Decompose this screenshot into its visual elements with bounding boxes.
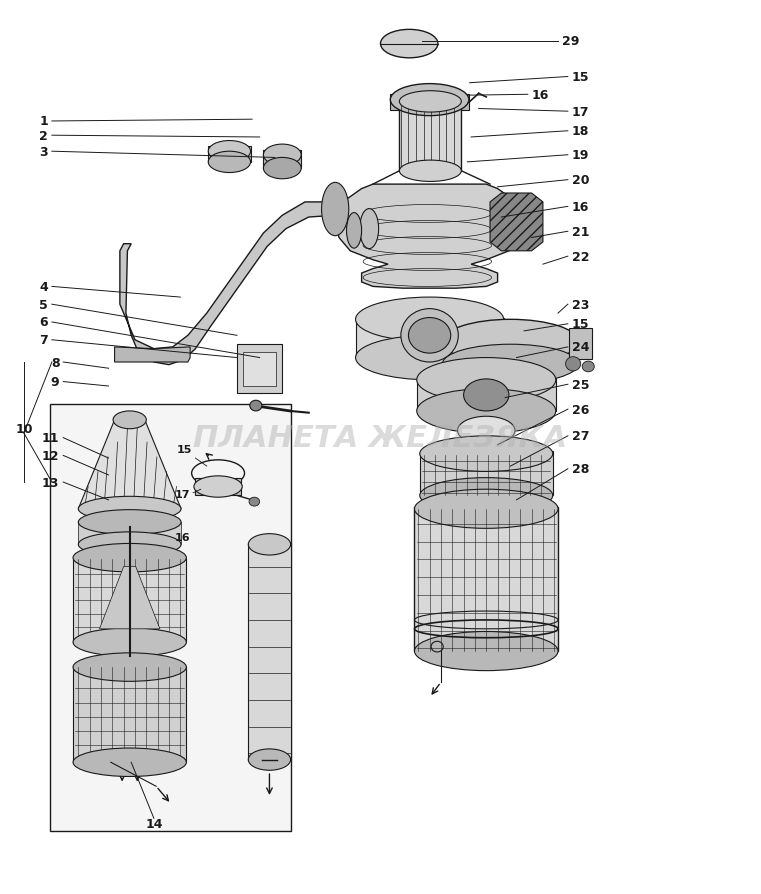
Ellipse shape: [355, 336, 504, 380]
Ellipse shape: [420, 478, 552, 514]
Text: 2: 2: [40, 130, 48, 142]
Text: 27: 27: [572, 430, 589, 443]
Text: 7: 7: [40, 333, 48, 347]
Text: 19: 19: [572, 149, 589, 162]
Bar: [390, 95, 469, 111]
Ellipse shape: [457, 417, 515, 445]
Bar: [73, 666, 186, 763]
Ellipse shape: [442, 345, 578, 384]
Ellipse shape: [463, 379, 509, 411]
Ellipse shape: [380, 30, 438, 59]
Ellipse shape: [250, 401, 262, 411]
Text: 11: 11: [42, 432, 59, 444]
Text: 5: 5: [40, 299, 48, 311]
Bar: [248, 544, 291, 760]
Ellipse shape: [400, 91, 461, 113]
Bar: [569, 329, 592, 360]
Bar: [415, 508, 558, 652]
Ellipse shape: [360, 209, 379, 249]
Bar: [420, 451, 552, 496]
Text: 4: 4: [40, 281, 48, 293]
PathPatch shape: [335, 185, 524, 289]
Ellipse shape: [322, 183, 349, 236]
Text: 12: 12: [42, 450, 59, 462]
Bar: [49, 404, 291, 831]
Ellipse shape: [249, 498, 260, 507]
Ellipse shape: [442, 320, 578, 365]
Ellipse shape: [390, 85, 469, 116]
Text: 6: 6: [40, 316, 48, 329]
Ellipse shape: [248, 749, 291, 771]
Ellipse shape: [73, 748, 186, 777]
Ellipse shape: [78, 510, 181, 535]
Text: 26: 26: [572, 403, 589, 417]
Bar: [237, 345, 282, 393]
PathPatch shape: [490, 194, 543, 251]
Bar: [243, 353, 276, 386]
Ellipse shape: [73, 654, 186, 681]
Ellipse shape: [582, 362, 594, 373]
Text: 13: 13: [42, 476, 59, 489]
Ellipse shape: [78, 497, 181, 521]
Bar: [78, 522, 181, 544]
Text: 3: 3: [40, 146, 48, 158]
Text: 1: 1: [40, 115, 48, 129]
Text: 16: 16: [572, 200, 589, 214]
Text: 16: 16: [532, 89, 549, 102]
Bar: [400, 102, 461, 172]
Ellipse shape: [420, 436, 552, 472]
Ellipse shape: [113, 411, 146, 429]
Bar: [263, 151, 301, 169]
Bar: [196, 478, 240, 496]
Text: 22: 22: [572, 250, 589, 264]
Ellipse shape: [263, 145, 301, 166]
Text: 20: 20: [572, 174, 589, 187]
Text: 15: 15: [572, 318, 589, 331]
Text: 14: 14: [145, 817, 163, 831]
PathPatch shape: [100, 567, 160, 629]
Ellipse shape: [355, 298, 504, 342]
Ellipse shape: [346, 214, 361, 249]
Text: 18: 18: [572, 125, 589, 138]
Text: 28: 28: [572, 463, 589, 476]
Ellipse shape: [401, 309, 458, 363]
PathPatch shape: [120, 203, 335, 366]
Ellipse shape: [409, 318, 451, 354]
Ellipse shape: [400, 161, 461, 182]
Text: 17: 17: [175, 490, 190, 500]
Ellipse shape: [194, 477, 242, 498]
Text: 16: 16: [175, 532, 190, 543]
Ellipse shape: [209, 152, 250, 173]
Ellipse shape: [417, 389, 556, 434]
Ellipse shape: [248, 534, 291, 555]
Bar: [355, 318, 504, 358]
Text: ПЛАНЕТА ЖЕЛЕЗЯКА: ПЛАНЕТА ЖЕЛЕЗЯКА: [193, 424, 568, 452]
Text: 24: 24: [572, 341, 589, 354]
Ellipse shape: [415, 490, 558, 528]
Text: 17: 17: [572, 105, 589, 119]
Text: 9: 9: [51, 375, 59, 389]
Text: 23: 23: [572, 299, 589, 311]
Ellipse shape: [209, 141, 250, 163]
Text: 15: 15: [572, 71, 589, 84]
Text: 25: 25: [572, 378, 589, 392]
Bar: [417, 375, 556, 411]
PathPatch shape: [78, 420, 181, 510]
Ellipse shape: [73, 628, 186, 657]
Ellipse shape: [263, 158, 301, 180]
Text: 21: 21: [572, 225, 589, 239]
Text: 29: 29: [562, 36, 579, 48]
Text: 15: 15: [177, 444, 192, 454]
Bar: [73, 558, 186, 643]
Ellipse shape: [565, 358, 581, 372]
Ellipse shape: [415, 632, 558, 670]
Text: 10: 10: [15, 423, 33, 435]
Bar: [442, 342, 578, 365]
Text: 8: 8: [51, 356, 59, 369]
PathPatch shape: [115, 348, 190, 363]
Ellipse shape: [417, 358, 556, 402]
Ellipse shape: [73, 544, 186, 572]
Ellipse shape: [78, 532, 181, 557]
Bar: [209, 147, 250, 163]
